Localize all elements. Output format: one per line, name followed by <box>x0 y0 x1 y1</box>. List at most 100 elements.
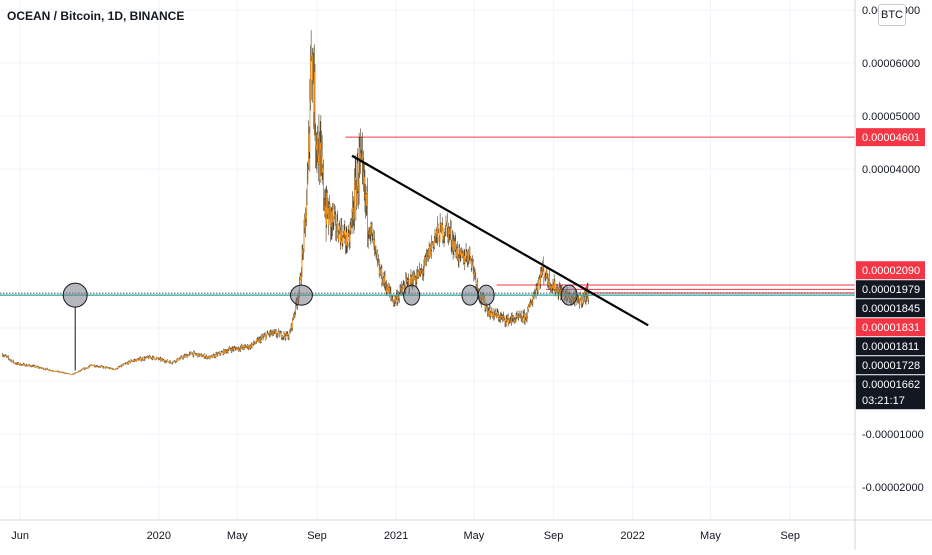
candle-body <box>54 370 56 372</box>
candle-body <box>428 246 430 259</box>
candle-body <box>229 347 231 350</box>
candle-body <box>93 365 95 366</box>
candle-body <box>252 344 254 345</box>
candle-body <box>530 302 532 305</box>
candle-body <box>74 372 76 374</box>
candle-body <box>336 221 338 232</box>
currency-button[interactable]: BTC <box>878 4 906 26</box>
support-touch-circle <box>461 284 479 306</box>
candle-body <box>28 365 29 367</box>
candle-body <box>204 357 206 359</box>
candle-body <box>446 222 448 227</box>
candle-body <box>198 353 199 357</box>
candle-body <box>438 231 440 242</box>
candle-body <box>394 296 396 303</box>
candle-body <box>469 247 471 258</box>
chart-title: OCEAN / Bitcoin, 1D, BINANCE <box>7 9 185 23</box>
candle-body <box>544 275 546 278</box>
candle-body <box>43 369 45 371</box>
candle-body <box>314 72 316 136</box>
candle-body <box>264 335 265 337</box>
candle-body <box>546 269 548 279</box>
candle-body <box>367 231 369 234</box>
candle-body <box>268 333 270 335</box>
candle-body <box>450 228 452 244</box>
candle-body <box>136 358 138 362</box>
candle-body <box>550 285 552 290</box>
candle-body <box>521 318 523 320</box>
candle-body <box>6 356 7 357</box>
candle-body <box>494 313 495 317</box>
candle-body <box>225 349 226 351</box>
candle-body <box>527 309 528 318</box>
candle-body <box>285 332 287 339</box>
candle-body <box>238 347 239 350</box>
candle-body <box>495 310 497 315</box>
candle-body <box>355 177 357 207</box>
candle-body <box>175 359 177 362</box>
candle-body <box>141 358 143 360</box>
candle-body <box>259 338 261 339</box>
candle-body <box>365 194 366 199</box>
candle-body <box>164 362 166 363</box>
candle-body <box>282 336 284 338</box>
candle-body <box>519 314 521 317</box>
candle-body <box>86 367 88 369</box>
price-tags: 0.00004601 0.00002090 0.00001979 0.00001845… <box>856 128 925 410</box>
candle-body <box>110 367 112 369</box>
candle-body <box>20 363 22 366</box>
price-tag-bg <box>856 128 925 147</box>
candle-body <box>63 372 65 374</box>
candle-body <box>50 370 52 372</box>
candle-body <box>541 270 543 276</box>
candle-body <box>379 270 381 274</box>
candle-body <box>361 155 363 157</box>
candle-body <box>331 211 333 223</box>
candle-body <box>15 363 17 365</box>
candle-body <box>198 353 200 357</box>
candle-body <box>286 333 288 336</box>
candle-body <box>310 55 311 102</box>
candle-body <box>328 208 329 225</box>
candle-body <box>295 301 296 313</box>
candle-body <box>437 225 438 238</box>
candle-body <box>22 363 24 365</box>
time-axis[interactable]: Jun 2020 May Sep 2021 May Sep 2022 May Sep <box>0 519 932 542</box>
candle-body <box>242 345 243 348</box>
candle-body <box>304 212 306 219</box>
candle-body <box>399 287 401 294</box>
candle-body <box>107 367 108 369</box>
candle-body <box>406 280 408 282</box>
candle-body <box>174 361 176 363</box>
candle-body <box>393 300 394 306</box>
candle-body <box>164 361 165 363</box>
candle-body <box>283 333 285 337</box>
candle-body <box>284 333 285 337</box>
candle-body <box>140 359 142 361</box>
candle-body <box>402 287 403 291</box>
candle-body <box>129 361 131 363</box>
candle-body <box>401 290 403 292</box>
candle-body <box>321 149 322 158</box>
candle-body <box>537 286 538 290</box>
candle-body <box>301 274 302 280</box>
candle-body <box>455 241 457 250</box>
candle-body <box>148 357 149 359</box>
candle-body <box>441 224 443 231</box>
candle-body <box>429 246 431 257</box>
candle-body <box>507 316 508 319</box>
candle-body <box>444 233 446 235</box>
candle-body <box>307 165 309 181</box>
candle-body <box>173 360 175 362</box>
candle-body <box>41 367 42 369</box>
candle-body <box>470 259 472 268</box>
candle-body <box>12 360 14 362</box>
candle-body <box>289 331 291 334</box>
candle-body <box>160 358 162 361</box>
trendline[interactable] <box>351 154 649 327</box>
candle-body <box>149 355 151 358</box>
candle-body <box>216 353 218 356</box>
candle-body <box>143 357 145 360</box>
